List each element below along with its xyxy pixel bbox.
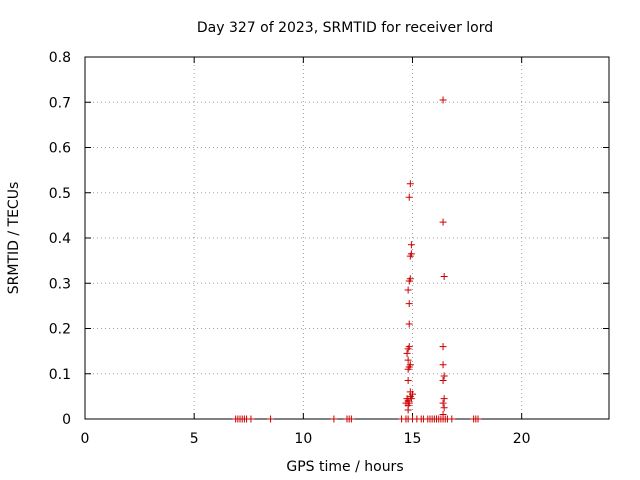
y-tick-label: 0.1 <box>49 367 71 383</box>
y-tick-label: 0 <box>62 412 71 428</box>
gridlines <box>85 57 609 419</box>
data-point <box>407 241 415 249</box>
y-tick-label: 0.6 <box>49 141 71 157</box>
plot-area <box>85 57 609 419</box>
data-point <box>440 372 448 380</box>
data-point <box>407 250 415 258</box>
y-tick-label: 0.2 <box>49 322 71 338</box>
data-point <box>406 180 414 188</box>
data-point <box>439 410 447 418</box>
data-point <box>405 399 413 407</box>
data-point <box>448 415 456 423</box>
data-point <box>406 275 414 283</box>
x-tick-label: 0 <box>81 431 90 447</box>
data-point <box>440 404 448 412</box>
data-point <box>347 415 355 423</box>
data-point <box>406 361 414 369</box>
data-point <box>405 300 413 308</box>
data-point <box>439 96 447 104</box>
x-axis: 0 5 10 15 20 <box>81 57 531 447</box>
data-point <box>407 395 415 403</box>
data-point <box>439 361 447 369</box>
data-point <box>405 193 413 201</box>
y-axis-label: SRMTID / TECUs <box>6 182 22 295</box>
y-axis: 0 0.1 0.2 0.3 0.4 0.5 0.6 0.7 0.8 <box>49 50 609 428</box>
x-tick-label: 15 <box>404 431 422 447</box>
data-point <box>405 320 413 328</box>
y-tick-label: 0.7 <box>49 95 71 111</box>
data-point <box>440 272 448 280</box>
y-tick-label: 0.8 <box>49 50 71 66</box>
data-point <box>439 343 447 351</box>
chart-title: Day 327 of 2023, SRMTID for receiver lor… <box>197 20 493 36</box>
data-point <box>409 390 416 398</box>
data-point <box>440 395 448 403</box>
data-point <box>247 415 255 423</box>
data-point <box>404 356 412 364</box>
x-tick-label: 10 <box>294 431 312 447</box>
y-tick-label: 0.3 <box>49 276 71 292</box>
data-point <box>404 286 412 294</box>
data-points <box>232 96 482 423</box>
x-axis-label: GPS time / hours <box>286 459 403 475</box>
x-tick-label: 5 <box>190 431 199 447</box>
data-point <box>403 349 411 357</box>
data-point <box>405 343 413 351</box>
y-tick-label: 0.5 <box>49 186 71 202</box>
data-point <box>439 377 447 385</box>
data-point <box>439 218 447 226</box>
x-tick-label: 20 <box>513 431 531 447</box>
data-point <box>439 399 447 407</box>
y-tick-label: 0.4 <box>49 231 71 247</box>
data-point <box>267 415 275 423</box>
data-point <box>330 415 338 423</box>
data-point <box>474 415 482 423</box>
data-point <box>404 377 412 385</box>
